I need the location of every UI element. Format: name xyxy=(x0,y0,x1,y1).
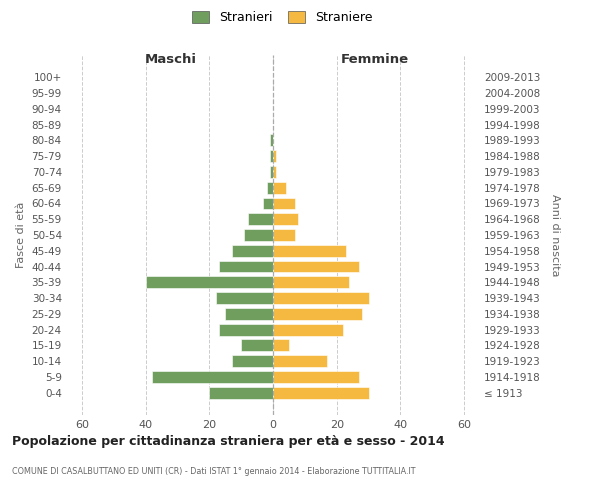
Bar xyxy=(215,292,273,304)
Bar xyxy=(273,214,298,225)
Bar xyxy=(273,324,343,336)
Bar xyxy=(270,150,273,162)
Bar xyxy=(273,276,349,288)
Y-axis label: Anni di nascita: Anni di nascita xyxy=(550,194,560,276)
Bar xyxy=(219,324,273,336)
Bar xyxy=(273,166,276,178)
Bar xyxy=(273,182,286,194)
Text: COMUNE DI CASALBUTTANO ED UNITI (CR) - Dati ISTAT 1° gennaio 2014 - Elaborazione: COMUNE DI CASALBUTTANO ED UNITI (CR) - D… xyxy=(12,468,415,476)
Bar xyxy=(273,308,362,320)
Legend: Stranieri, Straniere: Stranieri, Straniere xyxy=(187,6,377,29)
Bar xyxy=(273,292,368,304)
Bar xyxy=(270,166,273,178)
Bar xyxy=(266,182,273,194)
Bar xyxy=(152,371,273,383)
Bar xyxy=(273,260,359,272)
Bar xyxy=(241,340,273,351)
Bar xyxy=(248,214,273,225)
Bar xyxy=(273,356,327,367)
Bar xyxy=(273,387,368,398)
Bar xyxy=(263,198,273,209)
Text: Femmine: Femmine xyxy=(341,53,409,66)
Bar xyxy=(273,340,289,351)
Bar xyxy=(273,229,295,241)
Bar xyxy=(232,356,273,367)
Bar xyxy=(232,245,273,256)
Y-axis label: Fasce di età: Fasce di età xyxy=(16,202,26,268)
Bar xyxy=(209,387,273,398)
Bar xyxy=(270,134,273,146)
Bar xyxy=(273,150,276,162)
Text: Maschi: Maschi xyxy=(145,53,197,66)
Bar xyxy=(244,229,273,241)
Bar xyxy=(273,371,359,383)
Bar xyxy=(146,276,273,288)
Bar xyxy=(225,308,273,320)
Text: Popolazione per cittadinanza straniera per età e sesso - 2014: Popolazione per cittadinanza straniera p… xyxy=(12,435,445,448)
Bar xyxy=(219,260,273,272)
Bar xyxy=(273,245,346,256)
Bar xyxy=(273,198,295,209)
